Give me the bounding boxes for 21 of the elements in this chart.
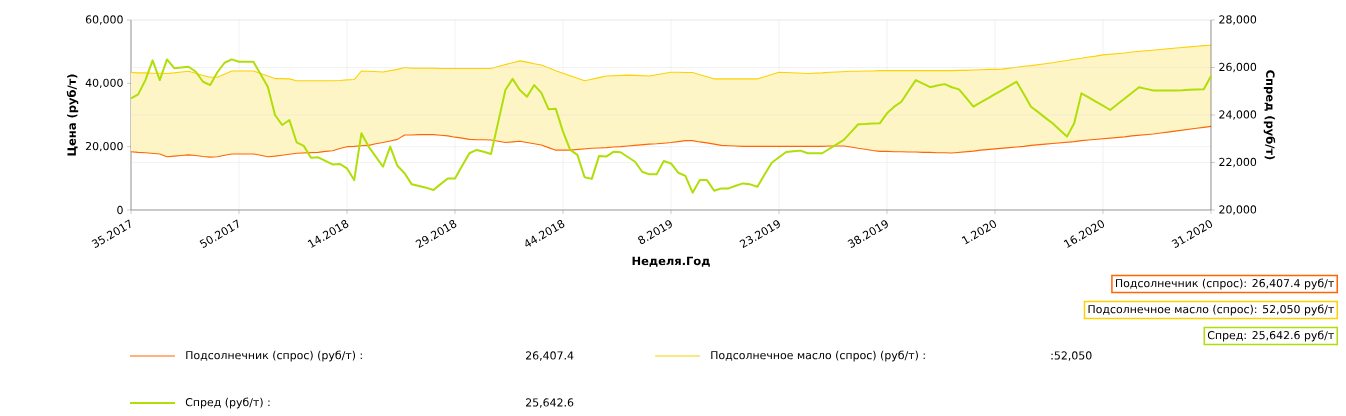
text: 25,642.6 bbox=[526, 398, 574, 408]
y2-tick-label: 24,000 bbox=[1219, 110, 1257, 120]
text: 26,407.4 bbox=[526, 351, 574, 361]
y2-axis-title: Спред (руб/т) bbox=[1263, 70, 1276, 160]
y-tick-label: 0 bbox=[117, 205, 123, 215]
y2-tick-label: 26,000 bbox=[1219, 62, 1257, 73]
legend-label: Спред (руб/т) : bbox=[185, 397, 270, 409]
text: :52,050 bbox=[1051, 351, 1092, 361]
y-tick-label: 60,000 bbox=[85, 15, 123, 25]
x-axis-title: Неделя.Год bbox=[632, 256, 710, 267]
y-axis-title: Цена (руб/т) bbox=[66, 74, 79, 156]
y2-tick-label: 22,000 bbox=[1219, 157, 1257, 168]
y2-tick-label: 20,000 bbox=[1219, 205, 1257, 215]
legend-label: Подсолнечник (спрос) (руб/т) : bbox=[186, 350, 362, 362]
y2-tick-label: 28,000 bbox=[1219, 15, 1257, 25]
text: Спред: 25,642.6 руб/т bbox=[1207, 330, 1334, 342]
text: Подсолнечное масло (спрос): 52,050 руб/т bbox=[1088, 304, 1334, 316]
text: Подсолнечник (спрос): 26,407.4 руб/т bbox=[1115, 278, 1334, 290]
y-tick-label: 40,000 bbox=[85, 78, 123, 89]
legend-label: Подсолнечное масло (спрос) (руб/т) : bbox=[711, 350, 925, 362]
y-tick-label: 20,000 bbox=[85, 141, 123, 152]
